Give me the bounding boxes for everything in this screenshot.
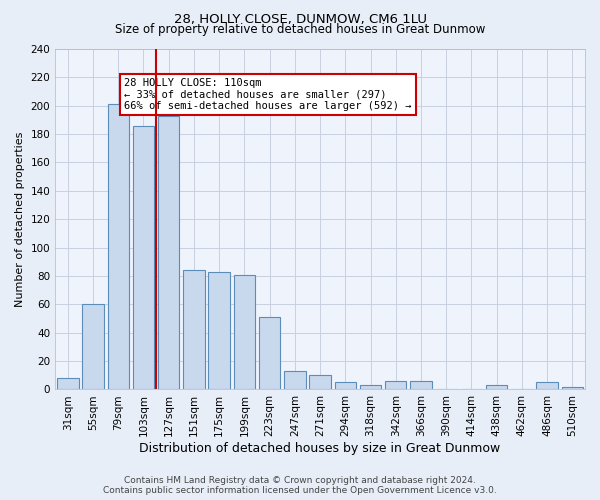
Bar bbox=[486, 385, 508, 390]
Bar bbox=[82, 304, 104, 390]
Y-axis label: Number of detached properties: Number of detached properties bbox=[15, 132, 25, 307]
Text: Contains HM Land Registry data © Crown copyright and database right 2024.
Contai: Contains HM Land Registry data © Crown c… bbox=[103, 476, 497, 495]
Bar bbox=[335, 382, 356, 390]
Bar bbox=[208, 272, 230, 390]
Bar bbox=[310, 376, 331, 390]
X-axis label: Distribution of detached houses by size in Great Dunmow: Distribution of detached houses by size … bbox=[139, 442, 501, 455]
Text: 28 HOLLY CLOSE: 110sqm
← 33% of detached houses are smaller (297)
66% of semi-de: 28 HOLLY CLOSE: 110sqm ← 33% of detached… bbox=[124, 78, 412, 111]
Text: 28, HOLLY CLOSE, DUNMOW, CM6 1LU: 28, HOLLY CLOSE, DUNMOW, CM6 1LU bbox=[173, 12, 427, 26]
Bar bbox=[233, 274, 255, 390]
Bar bbox=[107, 104, 129, 390]
Bar bbox=[360, 385, 381, 390]
Bar bbox=[133, 126, 154, 390]
Bar bbox=[57, 378, 79, 390]
Bar bbox=[562, 386, 583, 390]
Bar bbox=[536, 382, 558, 390]
Bar bbox=[259, 317, 280, 390]
Bar bbox=[385, 381, 406, 390]
Bar bbox=[158, 116, 179, 390]
Bar bbox=[183, 270, 205, 390]
Bar bbox=[410, 381, 432, 390]
Text: Size of property relative to detached houses in Great Dunmow: Size of property relative to detached ho… bbox=[115, 22, 485, 36]
Bar bbox=[284, 371, 305, 390]
